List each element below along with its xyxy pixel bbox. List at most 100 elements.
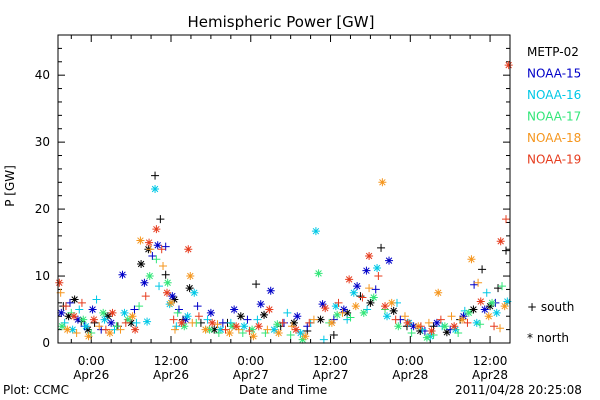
data-point [363, 305, 372, 314]
data-point [314, 269, 323, 278]
data-point [188, 318, 197, 327]
data-point [422, 333, 431, 342]
x-tick-label: Apr27 [313, 368, 349, 382]
data-point [287, 322, 296, 331]
data-point [500, 302, 509, 311]
data-point [426, 332, 435, 341]
data-point [403, 318, 412, 327]
data-point [120, 308, 129, 317]
data-point [248, 325, 257, 334]
data-point [305, 318, 314, 327]
data-point [496, 324, 505, 333]
data-point [309, 315, 318, 324]
marker-legend: + south * north [527, 300, 574, 345]
data-point [203, 315, 212, 324]
x-tick-label: Apr27 [233, 368, 269, 382]
data-point [358, 293, 367, 302]
data-point [389, 306, 398, 315]
data-point [286, 330, 295, 339]
data-point [265, 305, 274, 314]
data-point [409, 322, 418, 331]
data-point [57, 308, 66, 317]
data-point [484, 312, 493, 321]
data-point [359, 308, 368, 317]
data-point [474, 278, 483, 287]
data-point [469, 305, 478, 314]
data-point [467, 255, 476, 264]
x-tick-label: 0:00 [397, 354, 424, 368]
data-point [327, 318, 336, 327]
data-point [145, 272, 154, 281]
data-point [100, 315, 109, 324]
data-point [103, 312, 112, 321]
x-axis-label: Date and Time [239, 383, 328, 397]
data-point [55, 278, 64, 287]
data-point [318, 300, 327, 309]
data-point [321, 304, 330, 313]
data-point [381, 302, 390, 311]
data-point [57, 322, 66, 331]
data-point [356, 292, 365, 301]
data-point [105, 328, 114, 337]
data-points [55, 61, 513, 344]
series-legend: METP-02 NOAA-15 NOAA-16 NOAA-17 NOAA-18 NOAA-… [527, 45, 581, 167]
data-point [442, 328, 451, 337]
data-point [254, 322, 263, 331]
data-point [369, 293, 378, 302]
data-point [301, 332, 310, 341]
data-point [121, 318, 130, 327]
data-point [194, 312, 203, 321]
data-point [459, 312, 468, 321]
data-point [183, 312, 192, 321]
data-point [232, 322, 241, 331]
data-point [155, 282, 164, 291]
data-point [69, 312, 78, 321]
data-point [476, 297, 485, 306]
data-point [316, 315, 325, 324]
data-point [249, 332, 258, 341]
data-point [365, 251, 374, 260]
data-point [383, 312, 392, 321]
y-tick-label: 20 [35, 202, 50, 216]
data-point [73, 315, 82, 324]
data-point [81, 322, 90, 331]
data-point [345, 275, 354, 284]
x-tick-label: Apr28 [472, 368, 508, 382]
data-point [416, 322, 425, 331]
data-point [132, 318, 141, 327]
tick-labels: 0102030400:00Apr2612:00Apr260:00Apr2712:… [35, 68, 508, 382]
data-point [416, 326, 425, 335]
data-point [163, 278, 172, 287]
data-point [492, 308, 501, 317]
data-point [167, 298, 175, 307]
data-point [180, 322, 189, 331]
data-point [266, 286, 275, 295]
legend-entry: NOAA-19 [527, 153, 581, 167]
data-point [201, 325, 210, 334]
data-point [157, 245, 166, 254]
data-point [240, 322, 249, 331]
data-point [89, 315, 98, 324]
data-point [243, 315, 252, 324]
y-tick-label: 40 [35, 68, 50, 82]
data-point [333, 310, 342, 319]
legend-entry: NOAA-18 [527, 131, 581, 145]
x-tick-label: 12:00 [313, 354, 348, 368]
legend-entry: NOAA-16 [527, 88, 581, 102]
data-point [289, 318, 298, 327]
data-point [95, 322, 104, 331]
legend-entry: METP-02 [527, 45, 579, 59]
y-tick-label: 30 [35, 135, 50, 149]
data-point [221, 325, 230, 334]
data-point [172, 322, 181, 331]
data-point [77, 298, 86, 307]
data-point [338, 308, 347, 317]
data-point [488, 298, 497, 307]
data-point [496, 237, 505, 246]
data-point [278, 318, 287, 327]
x-tick-label: 12:00 [473, 354, 508, 368]
data-point [236, 312, 245, 321]
data-point [168, 292, 177, 301]
data-point [79, 315, 88, 324]
data-point [256, 300, 265, 309]
